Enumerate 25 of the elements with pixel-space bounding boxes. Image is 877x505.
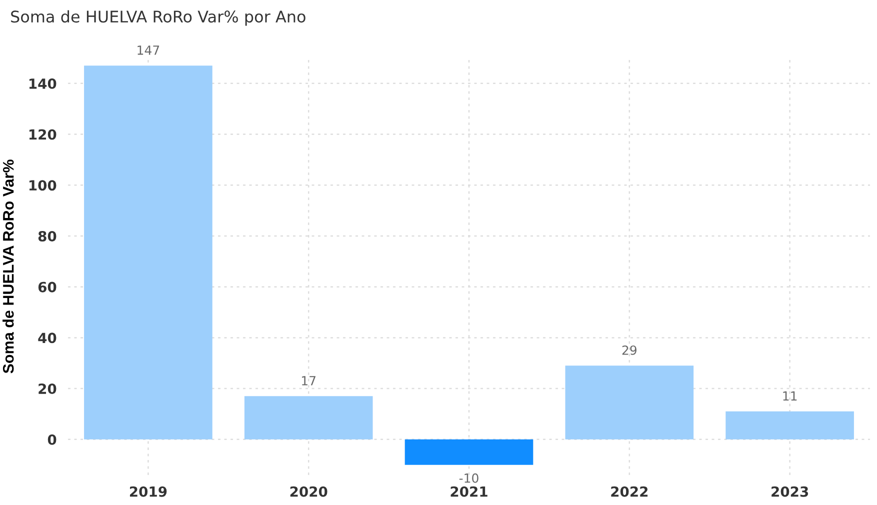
y-tick-label: 60 bbox=[38, 282, 56, 292]
x-tick-label: 2020 bbox=[290, 486, 328, 497]
data-label: -10 bbox=[459, 473, 478, 483]
y-tick-label: 140 bbox=[29, 78, 56, 89]
data-label: 29 bbox=[622, 345, 636, 355]
chart-title: Soma de HUELVA RoRo Var% por Ano bbox=[11, 10, 306, 26]
y-tick-label: 80 bbox=[38, 230, 56, 242]
x-tick-label: 2019 bbox=[130, 486, 167, 497]
bar bbox=[565, 366, 694, 440]
bar bbox=[244, 396, 373, 440]
bar bbox=[404, 439, 534, 465]
data-label: 11 bbox=[783, 391, 797, 400]
x-tick-label: 2021 bbox=[450, 486, 488, 497]
y-tick-label: 100 bbox=[29, 180, 56, 191]
y-axis-title: Soma de HUELVA RoRo Var% bbox=[2, 160, 14, 374]
data-label: 17 bbox=[302, 376, 316, 386]
x-tick-label: 2022 bbox=[611, 486, 648, 497]
y-tick-label: 0 bbox=[48, 434, 56, 445]
y-tick-label: 40 bbox=[38, 332, 56, 344]
bar bbox=[726, 411, 854, 440]
data-label: 147 bbox=[138, 46, 160, 55]
x-tick-label: 2023 bbox=[772, 486, 808, 497]
bar bbox=[84, 66, 212, 440]
y-tick-label: 120 bbox=[29, 129, 56, 140]
y-tick-label: 20 bbox=[38, 384, 56, 394]
